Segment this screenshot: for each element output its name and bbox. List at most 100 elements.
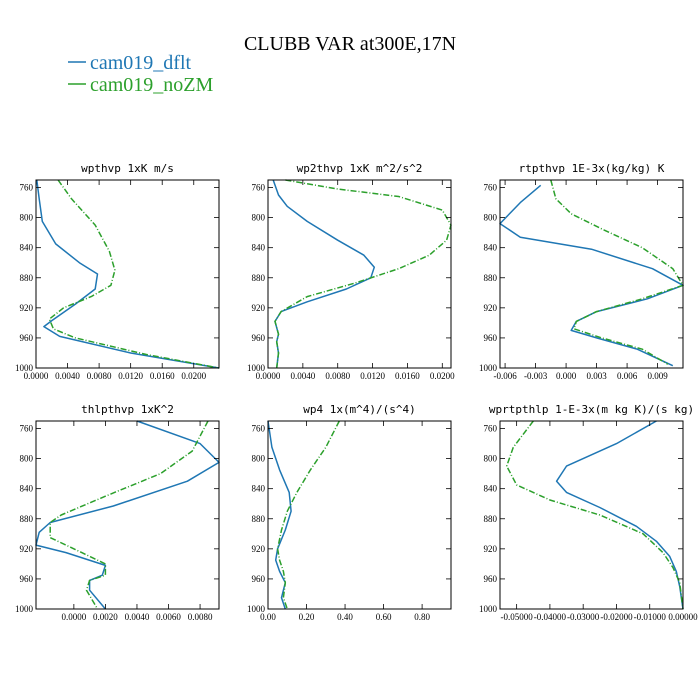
legend-entry-dflt: cam019_dflt xyxy=(68,52,192,74)
x-tick-label: 0.0120 xyxy=(118,371,143,381)
y-tick-label: 880 xyxy=(20,514,34,524)
series-line-nozm xyxy=(276,420,340,610)
y-tick-label: 960 xyxy=(484,574,498,584)
y-tick-label: 1000 xyxy=(247,604,266,614)
legend-entry-nozm: cam019_noZM xyxy=(68,74,214,96)
x-tick-label: -0.04000 xyxy=(534,612,567,622)
panel-1: wpthvp 1xK m/s 0.0000 0.0040 0.0080 0.0120 0.… xyxy=(15,162,220,381)
y-tick-label: 960 xyxy=(252,333,266,343)
x-tick-label: 0.0020 xyxy=(93,612,118,622)
y-tick-label: 800 xyxy=(484,213,498,223)
y-tick-label: 920 xyxy=(20,544,34,554)
y-tick-label: 960 xyxy=(484,333,498,343)
x-tick-label: 0.0080 xyxy=(87,371,112,381)
series-line-dflt xyxy=(36,179,220,369)
x-tick-label: 0.20 xyxy=(299,612,315,622)
x-tick-label: -0.006 xyxy=(493,371,517,381)
y-tick-label: 760 xyxy=(252,424,266,434)
series-line-nozm xyxy=(274,179,452,369)
series-line-dflt xyxy=(555,420,684,610)
y-tick-label: 800 xyxy=(20,213,34,223)
x-tick-label: 0.0000 xyxy=(256,371,281,381)
y-tick-label: 1000 xyxy=(479,363,498,373)
y-tick-label: 1000 xyxy=(247,363,266,373)
x-tick-label: 0.003 xyxy=(586,371,607,381)
x-tick-label: 0.0040 xyxy=(55,371,80,381)
y-tick-label: 840 xyxy=(20,484,34,494)
y-tick-label: 920 xyxy=(252,303,266,313)
x-tick-label: -0.01000 xyxy=(634,612,667,622)
legend-label-nozm: cam019_noZM xyxy=(90,74,214,96)
y-tick-label: 760 xyxy=(484,424,498,434)
y-tick-label: 880 xyxy=(252,514,266,524)
y-tick-label: 920 xyxy=(252,544,266,554)
panel-3: rtpthvp 1E-3x(kg/kg) K -0.006 -0.003 0.000 0… xyxy=(479,162,684,381)
panel-title: rtpthvp 1E-3x(kg/kg) K xyxy=(519,162,665,175)
plot-frame xyxy=(267,420,452,610)
y-tick-label: 880 xyxy=(484,273,498,283)
y-tick-label: 920 xyxy=(20,303,34,313)
x-tick-label: -0.003 xyxy=(524,371,548,381)
panel-title: thlpthvp 1xK^2 xyxy=(81,403,174,416)
y-tick-label: 880 xyxy=(484,514,498,524)
legend: cam019_dflt cam019_noZM xyxy=(68,52,214,96)
y-tick-label: 1000 xyxy=(479,604,498,614)
plot-frame xyxy=(267,179,452,369)
x-tick-label: 0.0000 xyxy=(24,371,49,381)
series-line-dflt xyxy=(272,179,376,369)
x-tick-label: 0.0040 xyxy=(125,612,150,622)
x-tick-label: 0.60 xyxy=(376,612,392,622)
x-tick-label: 0.0080 xyxy=(188,612,213,622)
series-line-nozm xyxy=(49,420,209,610)
x-tick-label: 0.0160 xyxy=(395,371,420,381)
panel-2: wp2thvp 1xK m^2/s^2 0.0000 0.0040 0.0080 0.0… xyxy=(247,162,455,381)
plot-frame xyxy=(35,179,220,369)
x-tick-label: 0.40 xyxy=(337,612,353,622)
series-line-nozm xyxy=(550,179,684,365)
y-tick-label: 840 xyxy=(484,484,498,494)
y-tick-label: 920 xyxy=(484,544,498,554)
panel-6: wprtpthlp 1-E-3x(m kg K)/(s kg)-0.05000-… xyxy=(479,403,698,622)
series-line-dflt xyxy=(267,420,292,610)
y-tick-label: 880 xyxy=(20,273,34,283)
plot-frame xyxy=(35,420,220,610)
y-tick-label: 840 xyxy=(484,243,498,253)
x-tick-label: 0.0200 xyxy=(430,371,455,381)
y-tick-label: 760 xyxy=(20,183,34,193)
panel-grid: wpthvp 1xK m/s 0.0000 0.0040 0.0080 0.0120 0.… xyxy=(15,162,698,622)
plot-frame xyxy=(499,420,684,610)
y-tick-label: 800 xyxy=(20,454,34,464)
figure-title: CLUBB VAR at300E,17N xyxy=(244,33,456,55)
y-tick-label: 840 xyxy=(20,243,34,253)
x-tick-label: 0.009 xyxy=(647,371,668,381)
panel-title: wpthvp 1xK m/s xyxy=(81,162,174,175)
y-tick-label: 960 xyxy=(252,574,266,584)
panel-title: wp2thvp 1xK m^2/s^2 xyxy=(297,162,423,175)
panel-4: thlpthvp 1xK^2 0.0000 0.0020 0.0040 0.0060 0.… xyxy=(15,403,220,622)
y-tick-label: 800 xyxy=(484,454,498,464)
x-tick-label: -0.05000 xyxy=(501,612,534,622)
x-tick-label: 0.0080 xyxy=(325,371,350,381)
y-tick-label: 920 xyxy=(484,303,498,313)
y-tick-label: 840 xyxy=(252,243,266,253)
y-tick-label: 800 xyxy=(252,213,266,223)
plot-frame xyxy=(499,179,684,369)
x-tick-label: 0.0160 xyxy=(150,371,175,381)
y-tick-label: 760 xyxy=(484,183,498,193)
x-tick-label: 0.000 xyxy=(556,371,577,381)
series-line-nozm xyxy=(505,420,684,610)
x-tick-label: 0.0120 xyxy=(360,371,385,381)
y-tick-label: 760 xyxy=(20,424,34,434)
x-tick-label: 0.006 xyxy=(617,371,638,381)
x-tick-label: 0.80 xyxy=(414,612,430,622)
y-tick-label: 1000 xyxy=(15,363,34,373)
x-tick-label: 0.0060 xyxy=(156,612,181,622)
x-tick-label: -0.02000 xyxy=(600,612,633,622)
y-tick-label: 840 xyxy=(252,484,266,494)
legend-label-dflt: cam019_dflt xyxy=(90,52,192,74)
panel-title: wprtpthlp 1-E-3x(m kg K)/(s kg) xyxy=(489,403,694,416)
y-tick-label: 960 xyxy=(20,333,34,343)
x-tick-label: 0.00 xyxy=(260,612,276,622)
series-line-dflt xyxy=(499,184,684,367)
panel-5: wp4 1x(m^4)/(s^4) 0.00 0.20 0.40 0.60 0.80 760… xyxy=(247,403,452,622)
